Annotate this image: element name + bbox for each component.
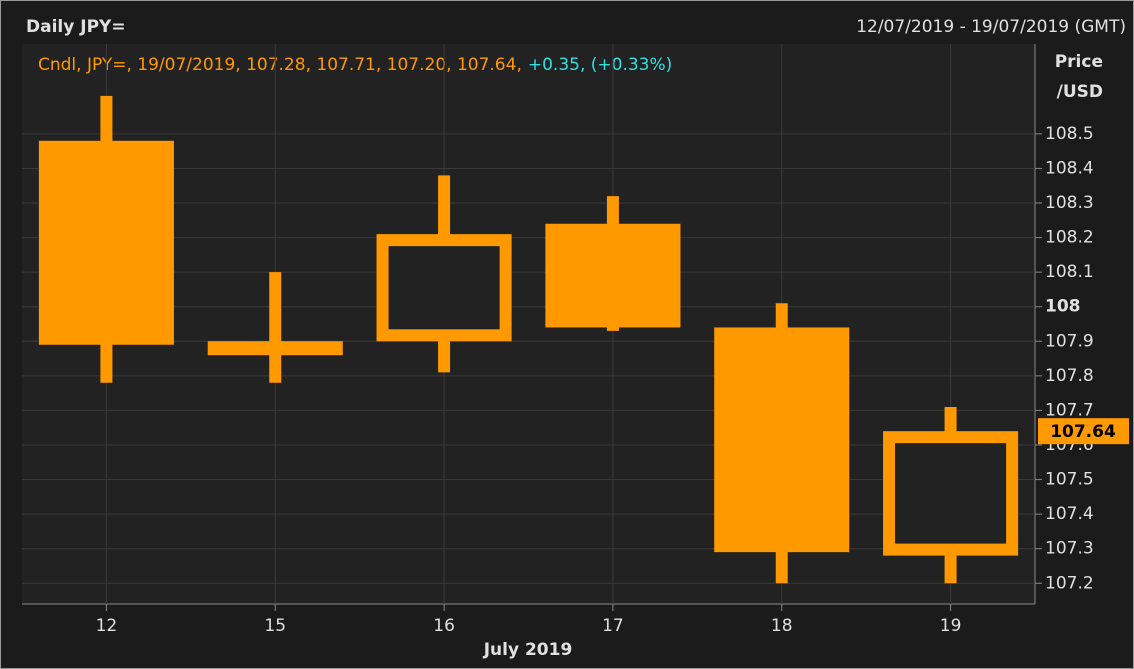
y-tick-label: 107.8 — [1045, 366, 1094, 386]
y-tick-label: 108.3 — [1045, 193, 1094, 213]
x-tick-label: 19 — [940, 616, 962, 636]
y-tick-label: 107.7 — [1045, 400, 1094, 420]
x-tick-label: 12 — [96, 616, 118, 636]
y-tick-label: 107.3 — [1045, 539, 1094, 559]
x-tick-label: 18 — [771, 616, 793, 636]
chart-title: Daily JPY= — [26, 17, 126, 37]
y-tick-label: 108.4 — [1045, 158, 1094, 178]
y-tick-label: 107.9 — [1045, 331, 1094, 351]
y-tick-label: 107.5 — [1045, 470, 1094, 490]
y-tick-label: 108.5 — [1045, 124, 1094, 144]
last-price-label: 107.64 — [1050, 422, 1116, 442]
plot-area — [22, 44, 1035, 604]
legend-label: Cndl, JPY=, 19/07/2019, 107.28, 107.71, … — [38, 55, 522, 75]
candle-body — [207, 341, 343, 356]
y-axis-label: Price — [1055, 52, 1103, 72]
y-axis-label: /USD — [1057, 82, 1103, 102]
legend-change: +0.35, (+0.33%) — [528, 55, 672, 75]
candle-body — [38, 140, 174, 345]
candle-body — [883, 431, 1019, 556]
x-axis-label: July 2019 — [483, 640, 573, 660]
x-tick-label: 15 — [264, 616, 286, 636]
candle-body — [545, 223, 681, 328]
y-tick-label: 108 — [1045, 297, 1081, 317]
x-tick-label: 17 — [602, 616, 624, 636]
y-tick-label: 107.4 — [1045, 504, 1094, 524]
x-tick-label: 16 — [433, 616, 455, 636]
y-tick-label: 108.1 — [1045, 262, 1094, 282]
date-range: 12/07/2019 - 19/07/2019 (GMT) — [856, 17, 1126, 37]
last-price-tag — [1038, 418, 1129, 445]
candle-body — [714, 327, 850, 553]
legend: Cndl, JPY=, 19/07/2019, 107.28, 107.71, … — [38, 55, 672, 75]
y-tick-label: 107.2 — [1045, 573, 1094, 593]
y-tick-label: 108.2 — [1045, 228, 1094, 248]
candle-body — [376, 234, 512, 342]
